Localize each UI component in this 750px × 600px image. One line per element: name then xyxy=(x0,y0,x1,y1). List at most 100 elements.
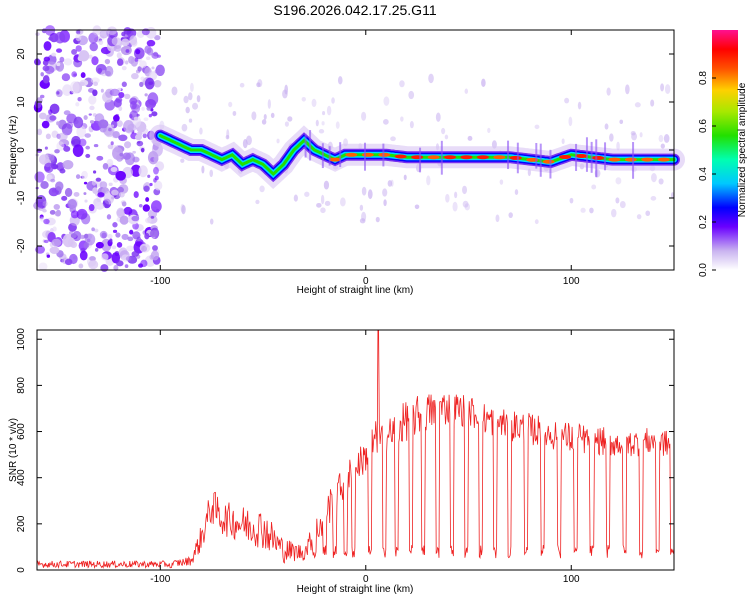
heatmap-noise-blob xyxy=(42,201,48,207)
snr-frame xyxy=(36,329,675,571)
heatmap-noise-blob xyxy=(151,111,158,117)
heatmap-faint-dot xyxy=(359,218,366,224)
heatmap-noise-blob xyxy=(115,97,123,103)
heatmap-x-axis-label: Height of straight line (km) xyxy=(297,285,414,296)
heatmap-faint-dot xyxy=(322,110,326,116)
heatmap-faint-dot xyxy=(428,73,434,84)
heatmap-noise-blob xyxy=(54,149,60,154)
heatmap-noise-blob xyxy=(41,28,47,34)
heatmap-noise-blob xyxy=(106,158,114,168)
heatmap-faint-dot xyxy=(199,127,203,135)
heatmap-noise-blob xyxy=(104,58,111,65)
heatmap-hot-spot xyxy=(559,154,572,159)
heatmap-faint-dot xyxy=(561,138,565,145)
heatmap-noise-blob xyxy=(118,106,123,111)
heatmap-faint-dot xyxy=(499,179,504,185)
heatmap-faint-dot xyxy=(259,185,265,193)
heatmap-noise-blob xyxy=(88,260,99,270)
heatmap-noise-blob xyxy=(89,42,98,52)
heatmap-noise-blob xyxy=(139,60,147,68)
heatmap-faint-dot xyxy=(400,116,404,122)
heatmap-faint-dot xyxy=(464,203,470,211)
heatmap-noise-blob xyxy=(112,130,120,139)
heatmap-noise-blob xyxy=(89,105,95,111)
snr-y-tick-label: 200 xyxy=(16,515,27,532)
colorbar-tick-label: 0.8 xyxy=(698,71,709,85)
heatmap-noise-blob xyxy=(121,81,127,88)
heatmap-faint-dot xyxy=(508,212,513,219)
heatmap-y-tick-label: -10 xyxy=(16,190,27,205)
heatmap-faint-dot xyxy=(651,173,657,183)
heatmap-noise-blob xyxy=(62,233,74,248)
heatmap-faint-dot xyxy=(318,129,325,134)
heatmap-faint-dot xyxy=(181,123,188,132)
heatmap-noise-blob xyxy=(50,178,56,183)
heatmap-faint-dot xyxy=(619,119,624,125)
heatmap-noise-blob xyxy=(100,88,104,93)
colorbar-label: Normalized spectral amplitude xyxy=(737,82,748,217)
heatmap-hot-spot xyxy=(591,155,604,160)
heatmap-faint-dot xyxy=(615,197,620,204)
heatmap-noise-blob xyxy=(94,247,99,252)
heatmap-hot-spot xyxy=(460,155,473,160)
heatmap-faint-dot xyxy=(464,88,469,94)
heatmap-noise-blob xyxy=(92,187,98,194)
heatmap-noise-blob xyxy=(141,106,145,111)
heatmap-noise-blob xyxy=(48,109,53,115)
heatmap-noise-blob xyxy=(80,213,91,225)
heatmap-noise-blob xyxy=(150,215,155,219)
heatmap-noise-blob xyxy=(153,166,159,175)
heatmap-faint-dot xyxy=(335,121,340,129)
heatmap-faint-dot xyxy=(591,184,597,190)
colorbar-tick-label: 0.6 xyxy=(698,119,709,133)
heatmap-faint-dot xyxy=(650,196,657,201)
chart-title: S196.2026.042.17.25.G11 xyxy=(273,2,436,18)
heatmap-noise-blob xyxy=(132,150,136,154)
heatmap-noise-blob xyxy=(106,214,112,220)
heatmap-noise-blob xyxy=(125,256,132,262)
heatmap-faint-dot xyxy=(261,119,267,125)
colorbar-gradient xyxy=(712,30,738,270)
heatmap-noise-blob xyxy=(145,197,150,202)
heatmap-faint-dot xyxy=(171,86,178,96)
heatmap-faint-dot xyxy=(284,121,289,127)
heatmap-noise-blob xyxy=(83,192,87,195)
heatmap-noise-blob xyxy=(140,147,145,153)
heatmap-noise-blob xyxy=(71,135,81,147)
heatmap-noise-blob xyxy=(116,52,122,59)
snr-plot-area xyxy=(36,329,674,570)
heatmap-noise-blob xyxy=(49,115,57,121)
heatmap-faint-dot xyxy=(315,119,319,127)
heatmap-faint-dot xyxy=(323,180,330,190)
heatmap-faint-dot xyxy=(382,118,389,125)
heatmap-faint-dot xyxy=(383,96,390,106)
heatmap-noise-blob xyxy=(138,204,143,208)
heatmap-noise-blob xyxy=(99,230,108,239)
heatmap-faint-dot xyxy=(670,192,675,199)
heatmap-hot-spot xyxy=(493,155,506,160)
heatmap-noise-blob xyxy=(80,234,85,240)
heatmap-noise-blob xyxy=(140,76,145,81)
heatmap-noise-blob xyxy=(57,132,68,141)
heatmap-hot-spot xyxy=(509,155,522,160)
heatmap-noise-blob xyxy=(43,218,50,225)
heatmap-noise-blob xyxy=(88,204,95,212)
heatmap-hot-spot xyxy=(608,157,621,162)
heatmap-noise-blob xyxy=(142,133,147,139)
heatmap-faint-dot xyxy=(276,138,280,144)
heatmap-faint-dot xyxy=(367,189,373,200)
heatmap-noise-layer xyxy=(33,25,675,272)
heatmap-y-axis-label: Frequency (Hz) xyxy=(8,116,19,185)
heatmap-noise-blob xyxy=(56,48,63,53)
heatmap-noise-blob xyxy=(154,35,161,41)
heatmap-faint-dot xyxy=(615,177,622,185)
heatmap-noise-blob xyxy=(64,258,73,266)
heatmap-noise-blob xyxy=(141,28,150,36)
heatmap-noise-blob xyxy=(138,165,148,178)
heatmap-faint-dot xyxy=(658,134,664,143)
heatmap-noise-blob xyxy=(79,250,88,261)
heatmap-noise-blob xyxy=(146,47,154,56)
heatmap-faint-dot xyxy=(188,92,193,101)
heatmap-faint-dot xyxy=(467,135,473,141)
colorbar-ticks: 0.0 0.2 0.4 0.6 0.8 xyxy=(698,71,716,277)
